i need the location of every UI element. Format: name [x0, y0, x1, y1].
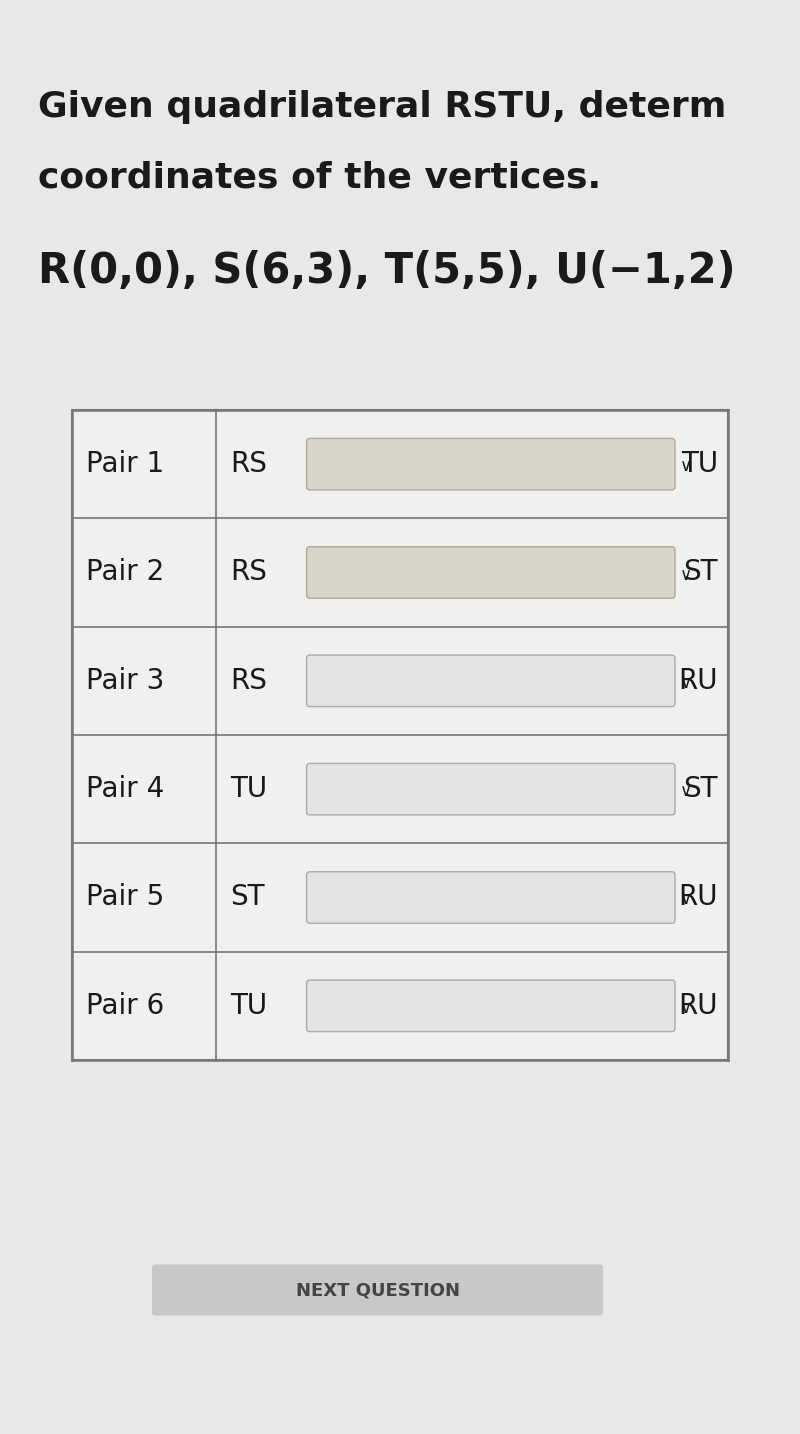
Text: Pair 3: Pair 3 [86, 667, 164, 695]
Text: ∨: ∨ [680, 674, 692, 691]
Text: NEXT QUESTION: NEXT QUESTION [295, 1281, 459, 1299]
Text: ST: ST [683, 776, 718, 803]
Text: Given quadrilateral RSTU, determ: Given quadrilateral RSTU, determ [38, 90, 726, 123]
Text: ∨: ∨ [680, 782, 692, 800]
FancyBboxPatch shape [306, 872, 675, 923]
Text: RS: RS [230, 450, 267, 478]
Text: RU: RU [678, 667, 718, 695]
Text: ST: ST [683, 558, 718, 587]
Text: RU: RU [678, 992, 718, 1020]
Text: RS: RS [230, 667, 267, 695]
FancyBboxPatch shape [306, 546, 675, 598]
Text: ∨: ∨ [680, 999, 692, 1017]
FancyBboxPatch shape [306, 439, 675, 490]
FancyBboxPatch shape [306, 655, 675, 707]
FancyBboxPatch shape [72, 410, 728, 1060]
Text: TU: TU [230, 776, 267, 803]
Text: R(0,0), S(6,3), T(5,5), U(−1,2): R(0,0), S(6,3), T(5,5), U(−1,2) [38, 250, 736, 293]
FancyBboxPatch shape [306, 763, 675, 815]
Text: ∨: ∨ [680, 457, 692, 475]
Text: ∨: ∨ [680, 565, 692, 584]
Text: TU: TU [230, 992, 267, 1020]
Text: RS: RS [230, 558, 267, 587]
Text: Pair 2: Pair 2 [86, 558, 164, 587]
Text: Pair 5: Pair 5 [86, 883, 164, 912]
Text: TU: TU [681, 450, 718, 478]
Text: Pair 6: Pair 6 [86, 992, 164, 1020]
Text: coordinates of the vertices.: coordinates of the vertices. [38, 161, 601, 194]
FancyBboxPatch shape [306, 979, 675, 1031]
Text: ST: ST [230, 883, 265, 912]
FancyBboxPatch shape [152, 1265, 603, 1315]
Text: Pair 4: Pair 4 [86, 776, 164, 803]
Text: RU: RU [678, 883, 718, 912]
Text: Pair 1: Pair 1 [86, 450, 164, 478]
Text: ∨: ∨ [680, 891, 692, 909]
